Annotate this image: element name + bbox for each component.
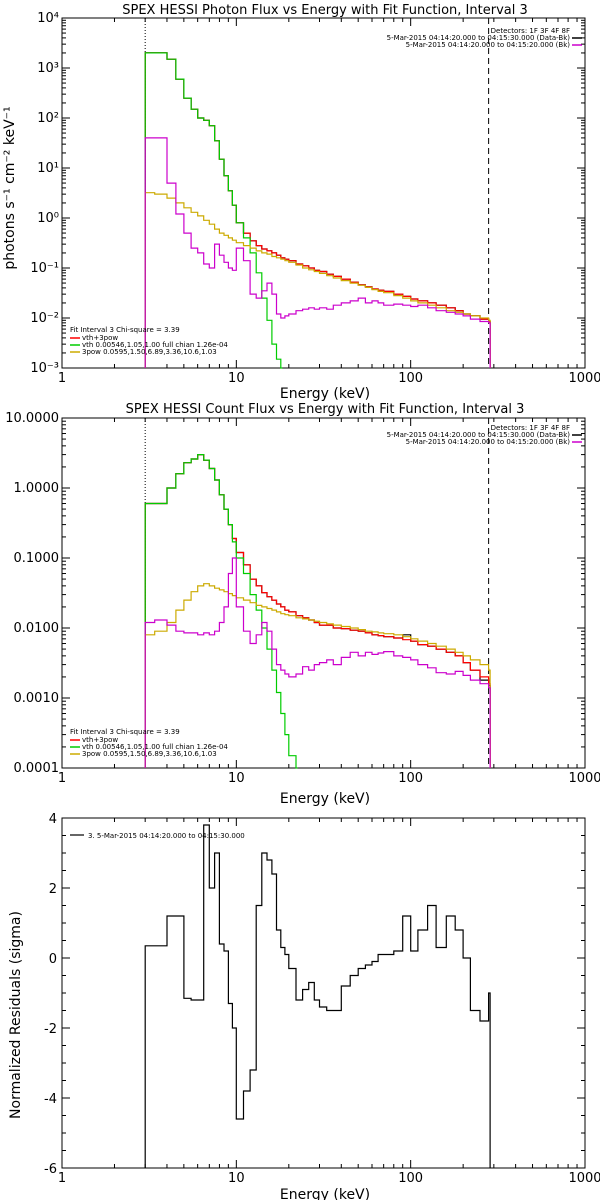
- y-tick-label: -2: [44, 1022, 57, 1037]
- y-tick-label: 0.0100: [14, 621, 60, 636]
- x-tick-label: 1: [58, 771, 66, 786]
- y-tick-label: 10⁻³: [30, 361, 59, 376]
- x-tick-label: 1: [58, 371, 66, 386]
- count-flux-panel: SPEX HESSI Count Flux vs Energy with Fit…: [5, 402, 600, 807]
- series-bk-line: [144, 557, 491, 768]
- count-flux-title: SPEX HESSI Count Flux vs Energy with Fit…: [126, 402, 525, 417]
- legend-data-interval: 5-Mar-2015 04:14:20.000 to 04:15:30.000 …: [387, 431, 571, 439]
- y-tick-label: 0.0010: [14, 691, 60, 706]
- residuals-panel: Energy (keV) Normalized Residuals (sigma…: [8, 812, 600, 1200]
- legend-3pow-params: 3pow 0.0595,1.50,6.89,3.36,10.6,1.03: [82, 348, 217, 356]
- y-tick-label: 4: [49, 812, 57, 827]
- residuals-xlabel: Energy (keV): [280, 1187, 370, 1200]
- y-tick-label: 10⁻²: [30, 311, 59, 326]
- y-tick-label: -4: [44, 1092, 57, 1107]
- legend-bk-interval: 5-Mar-2015 04:14:20.000 to 04:15:20.000 …: [406, 41, 571, 49]
- series-bk-line: [144, 137, 491, 368]
- legend-data-interval: 5-Mar-2015 04:14:20.000 to 04:15:30.000 …: [387, 34, 571, 42]
- x-tick-label: 1000: [568, 371, 600, 386]
- x-tick-label: 10: [228, 371, 245, 386]
- series-vth-line: [144, 454, 298, 769]
- legend-vth-3pow: vth+3pow: [82, 334, 118, 342]
- y-tick-label: 2: [49, 882, 57, 897]
- legend-3pow-params: 3pow 0.0595,1.50,6.89,3.36,10.6,1.03: [82, 750, 217, 758]
- photon-flux-legend-bottom: Fit Interval 3 Chi-square = 3.39 vth+3po…: [70, 326, 228, 356]
- count-flux-plot-area: 1 10 100 1000 0.0001 0.0010 0.0100 0.1000 1.0000…: [5, 411, 600, 786]
- x-tick-label: 100: [398, 371, 423, 386]
- x-tick-label: 1000: [568, 1171, 600, 1186]
- photon-flux-ylabel: photons s⁻¹ cm⁻² keV⁻¹: [2, 106, 18, 269]
- y-tick-label: 10²: [37, 111, 59, 126]
- photon-flux-panel: SPEX HESSI Photon Flux vs Energy with Fi…: [2, 3, 600, 402]
- count-flux-legend-bottom: Fit Interval 3 Chi-square = 3.39 vth+3po…: [70, 728, 228, 758]
- series-vth-line: [144, 52, 283, 369]
- y-tick-label: 10³: [37, 61, 59, 76]
- y-tick-label: 10⁻¹: [30, 261, 59, 276]
- series-residual-line: [144, 824, 491, 1168]
- count-flux-legend-top: Detectors: 1F 3F 4F 8F 5-Mar-2015 04:14:…: [387, 424, 571, 446]
- legend-fit-interval: Fit Interval 3 Chi-square = 3.39: [70, 326, 180, 334]
- legend-fit-interval: Fit Interval 3 Chi-square = 3.39: [70, 728, 180, 736]
- y-tick-label: 10¹: [37, 161, 59, 176]
- count-flux-xlabel: Energy (keV): [280, 791, 370, 807]
- y-tick-label: 10.0000: [5, 411, 59, 426]
- x-tick-label: 10: [228, 771, 245, 786]
- x-tick-label: 100: [398, 1171, 423, 1186]
- y-tick-label: 0.1000: [14, 551, 60, 566]
- photon-flux-xlabel: Energy (keV): [280, 386, 370, 402]
- residuals-plot-area: 1 10 100 1000 -6 -4 -2 0 2 4: [44, 812, 600, 1186]
- y-tick-label: 0.0001: [14, 761, 60, 776]
- legend-detectors: Detectors: 1F 3F 4F 8F: [491, 424, 570, 432]
- legend-bk-interval: 5-Mar-2015 04:14:20.000 to 04:15:20.000 …: [406, 438, 571, 446]
- legend-vth-params: vth 0.00546,1.05,1.00 full chian 1.26e-0…: [82, 743, 228, 751]
- series-3pow-line: [144, 192, 491, 368]
- y-tick-label: 0: [49, 952, 57, 967]
- residuals-ylabel: Normalized Residuals (sigma): [8, 911, 24, 1119]
- plot-frame: [61, 417, 586, 769]
- photon-flux-legend-top: Detectors: 1F 3F 4F 8F 5-Mar-2015 04:14:…: [387, 27, 571, 49]
- y-tick-label: -6: [44, 1162, 57, 1177]
- y-tick-label: 10⁰: [37, 211, 59, 226]
- residuals-legend: 3. 5-Mar-2015 04:14:20.000 to 04:15:30.0…: [88, 832, 245, 840]
- plot-frame: [61, 17, 586, 369]
- x-tick-label: 100: [398, 771, 423, 786]
- photon-flux-title: SPEX HESSI Photon Flux vs Energy with Fi…: [122, 3, 528, 18]
- series-3pow-line: [144, 583, 491, 768]
- x-tick-label: 1: [58, 1171, 66, 1186]
- legend-vth-params: vth 0.00546,1.05,1.00 full chian 1.26e-0…: [82, 341, 228, 349]
- y-tick-label: 10⁴: [37, 11, 59, 26]
- x-tick-label: 1000: [568, 771, 600, 786]
- legend-vth-3pow: vth+3pow: [82, 736, 118, 744]
- y-tick-label: 1.0000: [14, 481, 60, 496]
- legend-detectors: Detectors: 1F 3F 4F 8F: [491, 27, 570, 35]
- x-tick-label: 10: [228, 1171, 245, 1186]
- photon-flux-plot-area: 1 10 100 1000 10⁻³ 10⁻² 10⁻¹ 10⁰ 10¹ 10² 10³ 10⁴: [30, 11, 600, 386]
